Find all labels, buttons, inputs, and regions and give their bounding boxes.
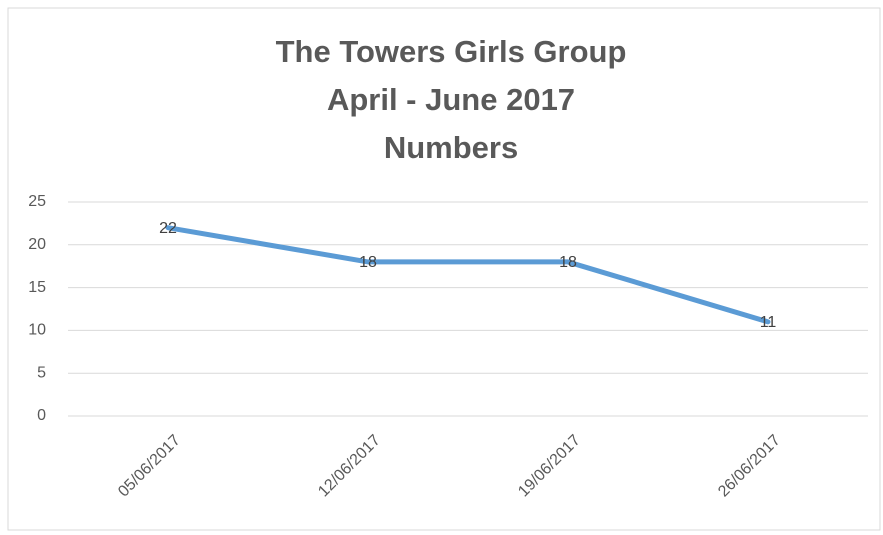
y-tick-label: 15 (28, 279, 46, 296)
y-tick-label: 5 (37, 364, 46, 381)
data-label: 18 (559, 254, 577, 271)
line (165, 225, 771, 325)
y-tick-label: 25 (28, 193, 46, 210)
chart-title: The Towers Girls Group (276, 34, 627, 69)
y-tick-label: 10 (28, 322, 46, 339)
y-tick-label: 20 (28, 236, 46, 253)
chart-frame (7, 7, 881, 531)
y-tick-label: 0 (37, 407, 46, 424)
chart-title: April - June 2017 (327, 82, 575, 117)
data-label: 22 (159, 220, 177, 237)
data-label: 18 (359, 254, 377, 271)
data-label: 11 (760, 314, 777, 331)
chart-title: Numbers (384, 130, 518, 165)
